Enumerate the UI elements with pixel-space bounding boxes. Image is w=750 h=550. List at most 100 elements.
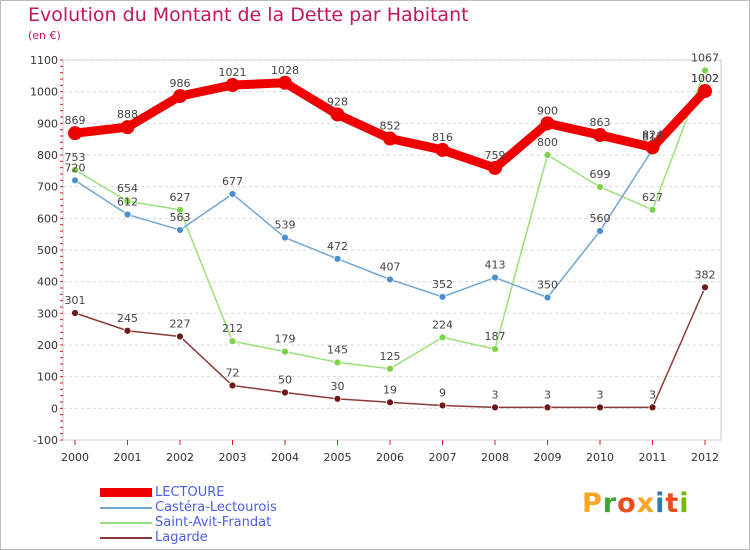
legend-label-castera-lectourois: Castéra-Lectourois: [155, 500, 277, 515]
y-tick-label: 700: [37, 181, 58, 194]
data-point: [596, 227, 604, 235]
y-tick-label: 1100: [30, 54, 58, 67]
data-label: 245: [117, 312, 138, 325]
x-tick-label: 2005: [324, 451, 352, 464]
data-point: [596, 403, 604, 412]
y-tick-label: 900: [37, 117, 58, 130]
data-point: [225, 78, 240, 93]
data-point: [120, 120, 135, 135]
legend-swatch-saint-avit-frandat: [100, 521, 152, 524]
data-point: [71, 309, 79, 317]
data-point: [123, 326, 132, 335]
y-tick-label: 600: [37, 212, 58, 225]
y-tick-label: 800: [37, 149, 58, 162]
logo-letter: t: [665, 488, 680, 519]
y-tick-label: 100: [37, 371, 58, 384]
legend-label-saint-avit-frandat: Saint-Avit-Frandat: [155, 515, 272, 530]
data-point: [701, 66, 709, 75]
data-label: 817: [642, 131, 663, 144]
data-label: 627: [642, 191, 663, 204]
data-label: 986: [170, 77, 191, 90]
legend-item-saint-avit-frandat: Saint-Avit-Frandat: [100, 515, 277, 530]
data-point: [543, 151, 552, 159]
data-label: 407: [380, 260, 401, 273]
x-tick-label: 2004: [271, 451, 299, 464]
data-point: [438, 401, 447, 410]
data-label: 72: [226, 367, 240, 380]
legend-item-lectoure: LECTOURE: [100, 485, 277, 500]
data-point: [173, 89, 187, 104]
x-tick-label: 2007: [429, 451, 457, 464]
data-label: 654: [117, 182, 138, 195]
data-label: 19: [383, 383, 397, 396]
legend-swatch-lectoure: [100, 488, 152, 497]
x-tick-label: 2006: [376, 451, 404, 464]
data-label: 9: [439, 386, 446, 399]
legend-swatch-castera-lectourois: [100, 506, 152, 509]
data-point: [648, 403, 657, 412]
data-label: 824: [642, 128, 663, 141]
data-label: 759: [485, 149, 506, 162]
data-point: [491, 273, 499, 282]
data-label: 753: [65, 151, 86, 164]
data-label: 145: [327, 343, 348, 356]
data-point: [543, 293, 552, 302]
data-label: 1028: [271, 64, 299, 77]
logo-letter: i: [679, 488, 690, 519]
legend-swatch-lagarde: [100, 536, 152, 539]
data-point: [281, 388, 289, 397]
data-point: [71, 176, 79, 185]
data-point: [383, 131, 397, 146]
data-label: 888: [117, 108, 138, 121]
data-label: 227: [170, 317, 191, 330]
data-label: 179: [275, 333, 296, 346]
legend-item-lagarde: Lagarde: [100, 530, 277, 545]
data-point: [281, 347, 289, 356]
y-tick-label: 400: [37, 276, 58, 289]
data-point: [228, 381, 237, 390]
logo-letter: x: [636, 488, 656, 519]
data-label: 50: [278, 374, 292, 387]
data-label: 382: [695, 268, 716, 281]
data-label: 677: [222, 175, 243, 188]
logo-letter: P: [582, 488, 603, 519]
x-tick-label: 2009: [534, 451, 562, 464]
x-tick-label: 2008: [481, 451, 509, 464]
data-point: [123, 197, 132, 206]
data-label: 627: [170, 191, 191, 204]
chart-unit: (en €): [28, 29, 61, 42]
logo-letter: i: [655, 488, 666, 519]
data-point: [228, 190, 237, 198]
data-label: 869: [65, 114, 86, 127]
data-point: [543, 403, 552, 412]
data-point: [438, 333, 447, 342]
data-point: [330, 107, 345, 122]
data-point: [281, 233, 289, 242]
data-label: 301: [65, 294, 86, 307]
data-label: 472: [327, 240, 348, 253]
data-label: 125: [380, 350, 401, 363]
data-point: [71, 165, 79, 174]
data-point: [333, 394, 342, 403]
data-point: [68, 126, 82, 141]
y-tick-label: 500: [37, 244, 58, 257]
data-point: [596, 183, 604, 191]
x-tick-label: 2011: [639, 451, 667, 464]
data-label: 3: [597, 388, 604, 401]
data-point: [593, 128, 607, 143]
data-point: [176, 205, 184, 214]
proxiti-logo: Proxiti: [582, 488, 690, 519]
data-label: 3: [492, 388, 499, 401]
data-label: 1002: [691, 72, 719, 85]
data-point: [333, 358, 342, 367]
data-label: 928: [327, 95, 348, 108]
data-point: [176, 226, 184, 234]
data-label: 3: [649, 388, 656, 401]
x-tick-label: 2010: [586, 451, 614, 464]
data-label: 413: [485, 259, 506, 272]
y-tick-label: 200: [37, 339, 58, 352]
data-label: 900: [537, 104, 558, 117]
legend-label-lagarde: Lagarde: [155, 530, 208, 545]
